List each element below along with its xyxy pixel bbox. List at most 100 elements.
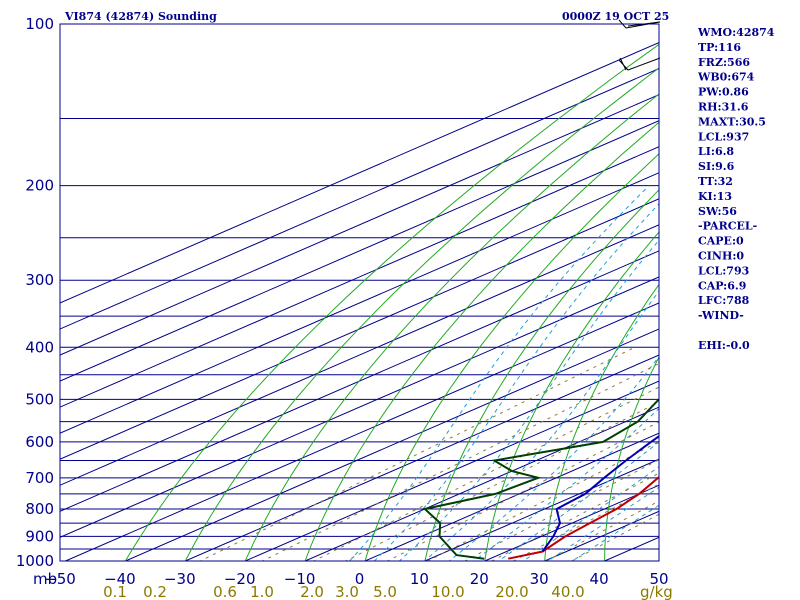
wind-barb-lower	[618, 57, 661, 71]
mixing-ratio-line	[344, 401, 659, 561]
dry-adiabat	[424, 189, 659, 561]
index-line: -PARCEL-	[698, 220, 757, 233]
temp-tick-label: −40	[104, 570, 136, 588]
isotherm--150	[60, 41, 659, 304]
mixing-ratio-labels: 0.1 0.2 0.6 1.0 2.0 3.0 5.0 10.0 20.0 40.0	[103, 583, 585, 600]
index-line: -WIND-	[698, 309, 744, 322]
isotherm-0	[364, 432, 659, 561]
temp-tick-label: −10	[284, 570, 316, 588]
moist-adiabat	[398, 239, 659, 561]
index-line: WB0:674	[697, 71, 755, 84]
index-line: KI:13	[698, 190, 732, 203]
index-line: WMO:42874	[697, 26, 775, 39]
index-line: LCL:793	[698, 264, 749, 277]
isotherm--30	[185, 354, 659, 561]
dry-adiabat	[364, 153, 659, 561]
pressure-tick-label: 500	[25, 390, 54, 408]
moist-adiabat	[348, 185, 650, 561]
moist-adiabat	[497, 441, 659, 561]
index-line: PW:0.86	[698, 86, 749, 99]
pressure-tick-label: 100	[25, 15, 54, 33]
dry-adiabat	[184, 67, 659, 561]
index-line: FRZ:566	[698, 56, 750, 69]
pressure-tick-label: 300	[25, 271, 54, 289]
pressure-tick-label: 900	[25, 527, 54, 545]
pressure-tick-label: 1000	[16, 552, 54, 570]
index-line: SW:56	[698, 205, 737, 218]
moist-adiabat	[423, 290, 659, 561]
mixing-ratio-label: 0.6	[213, 583, 237, 600]
mixing-ratio-label: 10.0	[431, 583, 464, 600]
pressure-tick-label: 800	[25, 500, 54, 518]
temperature-tick-labels: −50 −40 −30 −20 −10 0 10 20 30 40 50	[44, 570, 668, 588]
mixing-ratio-label: 1.0	[250, 583, 274, 600]
temp-tick-label: 40	[590, 570, 609, 588]
index-line: CAPE:0	[698, 235, 744, 248]
mixing-ratio-label: 5.0	[373, 583, 397, 600]
mixing-ratio-label: 3.0	[335, 583, 359, 600]
pressure-tick-label: 600	[25, 433, 54, 451]
valid-time: 0000Z 19 OCT 25	[562, 10, 669, 23]
isotherm--120	[60, 120, 659, 382]
pressure-tick-labels: 1000 900 800 700 600 500 400 300 200 100	[16, 15, 54, 570]
series-layer	[422, 397, 659, 560]
temp-tick-label: −50	[44, 570, 76, 588]
isotherm--110	[60, 146, 659, 408]
index-line: TP:116	[698, 41, 741, 54]
plot-frame	[59, 23, 660, 562]
dry-adiabat	[544, 283, 659, 561]
isotherm--140	[60, 68, 659, 330]
pressure-tick-label: 700	[25, 469, 54, 487]
isotherm--60	[60, 276, 659, 538]
temp-tick-label: 0	[355, 570, 365, 588]
temp-tick-label: 10	[410, 570, 429, 588]
dry-adiabat	[604, 356, 659, 561]
isotherm-10	[424, 458, 659, 561]
index-line: TT:32	[698, 175, 733, 188]
isotherm--130	[60, 94, 659, 356]
mixing-ratio-line	[490, 472, 659, 561]
mixing-ratio-line	[312, 386, 659, 561]
mixing-ratio-line	[199, 346, 635, 561]
dry-adiabat	[124, 43, 659, 561]
mixing-ratio-line	[386, 421, 659, 561]
series-parcel	[541, 435, 659, 553]
moist-adiabat	[473, 407, 659, 561]
index-line: EHI:-0.0	[698, 339, 750, 352]
index-line: RH:31.6	[698, 101, 749, 114]
index-line: LI:6.8	[698, 145, 734, 158]
pressure-unit-label: mb	[33, 570, 57, 588]
moist-adiabat	[373, 203, 659, 561]
temp-tick-label: −20	[224, 570, 256, 588]
moist-adiabat	[448, 355, 659, 561]
mixing-ratio-label: 2.0	[300, 583, 324, 600]
index-line: CINH:0	[698, 250, 744, 263]
mixing-ratio-label: 40.0	[551, 583, 584, 600]
series-dewpoint	[422, 397, 659, 560]
isotherm--80	[60, 224, 659, 486]
series-temperature	[507, 476, 659, 560]
dry-adiabat	[304, 121, 659, 561]
index-line: SI:9.6	[698, 160, 735, 173]
pressure-tick-label: 200	[25, 177, 54, 195]
sounding-indices: WMO:42874 TP:116 FRZ:566 WB0:674 PW:0.86 RH:3…	[697, 26, 775, 352]
index-line: LCL:937	[698, 130, 749, 143]
temp-tick-label: −30	[164, 570, 196, 588]
grid-layer	[60, 24, 659, 561]
dry-adiabat	[244, 93, 659, 561]
chart-title: VI874 (42874) Sounding	[64, 10, 217, 23]
isotherm--40	[125, 328, 659, 561]
temp-tick-label: 30	[530, 570, 549, 588]
isotherm--50	[65, 302, 659, 561]
mixing-ratio-label: 0.2	[143, 583, 167, 600]
pressure-tick-label: 400	[25, 338, 54, 356]
dry-adiabat	[484, 231, 659, 561]
isotherm--20	[245, 380, 659, 561]
index-line: LFC:788	[698, 294, 750, 307]
temp-tick-label: 20	[470, 570, 489, 588]
mixing-ratio-line	[463, 459, 659, 561]
index-line: CAP:6.9	[698, 279, 746, 292]
mixing-ratio-line	[427, 441, 659, 561]
